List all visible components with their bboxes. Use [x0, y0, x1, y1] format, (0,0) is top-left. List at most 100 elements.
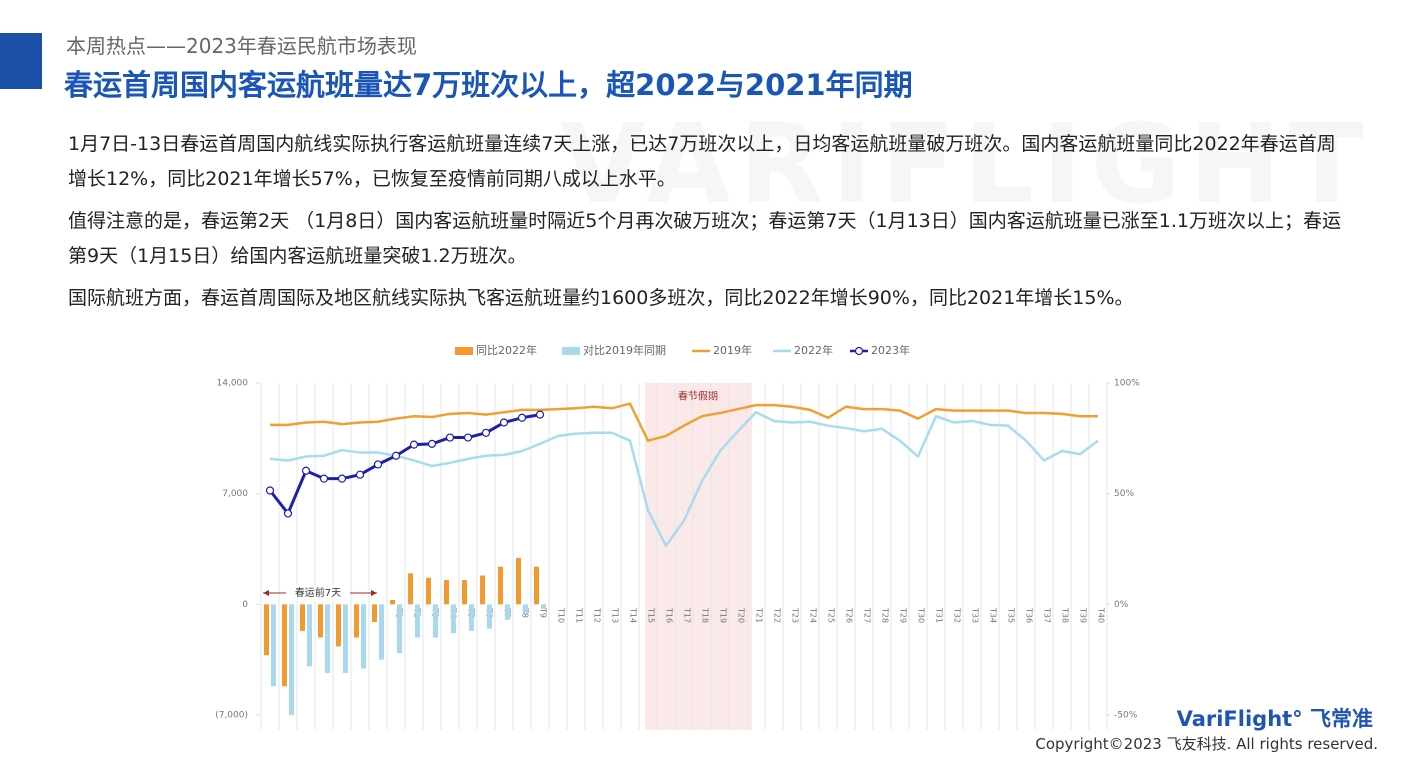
line [268, 413, 541, 515]
x-tick-label: T16 [665, 607, 674, 623]
bar [433, 604, 438, 638]
x-tick-label: T33 [971, 607, 980, 623]
x-tick-label: T15 [647, 607, 656, 623]
x-tick-label: T38 [1061, 607, 1070, 623]
x-tick-label: T21 [755, 607, 764, 623]
x-tick-label: T35 [1007, 607, 1016, 623]
holiday-shade [645, 383, 752, 730]
paragraph: 国际航班方面，春运首周国际及地区航线实际执飞客运航班量约1600多班次，同比20… [68, 287, 1134, 309]
x-tick-label: T10 [557, 607, 566, 623]
bar [480, 575, 485, 605]
y2-tick-label: 50% [1114, 489, 1134, 499]
accent-bar [0, 33, 42, 89]
marker [265, 486, 275, 495]
y-tick-label: 14,000 [217, 379, 249, 389]
line [270, 402, 1098, 442]
bar [444, 579, 449, 605]
slide-title: 春运首周国内客运航班量达7万班次以上，超2022与2021年同期 [64, 68, 913, 102]
x-tick-label: T29 [899, 607, 908, 623]
bar [487, 604, 492, 629]
bar [300, 604, 305, 631]
x-tick-label: T30 [917, 607, 926, 623]
bar [282, 604, 287, 687]
marker [427, 439, 437, 448]
annotation: 春运前7天 [295, 586, 341, 599]
bar [523, 604, 528, 614]
x-tick-label: T9 [539, 607, 548, 618]
logo-en: VariFlight° [1176, 707, 1303, 731]
x-tick-label: T22 [773, 607, 782, 623]
marker [499, 418, 509, 427]
bar [397, 604, 402, 654]
marker [355, 470, 365, 479]
x-tick-label: T17 [683, 607, 692, 623]
marker [535, 410, 545, 419]
legend-label: 2022年 [794, 343, 833, 357]
bar [372, 604, 377, 623]
x-tick-label: T26 [845, 607, 854, 623]
bar [325, 604, 330, 673]
bar [426, 577, 431, 605]
bar [264, 604, 269, 656]
annotation: 春节假期 [678, 390, 718, 403]
bar [354, 604, 359, 638]
marker [373, 460, 383, 469]
marker [391, 451, 401, 460]
bar [415, 604, 420, 638]
x-tick-label: T12 [593, 607, 602, 623]
marker [481, 428, 491, 437]
x-tick-label: T27 [863, 607, 872, 623]
x-tick-label: T19 [719, 607, 728, 623]
logo: VariFlight° 飞常准 [1177, 703, 1373, 733]
bar [505, 604, 510, 620]
y2-tick-label: 100% [1114, 379, 1140, 389]
x-tick-label: T23 [791, 607, 800, 623]
bar [318, 604, 323, 638]
marker [517, 413, 527, 422]
legend-label: 2019年 [713, 343, 752, 357]
x-tick-label: T13 [611, 607, 620, 623]
x-tick-label: T14 [629, 607, 638, 623]
x-tick-label: T28 [881, 607, 890, 623]
x-tick-label: T24 [809, 607, 818, 623]
bar [379, 604, 384, 660]
x-tick-label: T36 [1025, 607, 1034, 623]
x-tick-label: T34 [989, 607, 998, 623]
marker [319, 474, 329, 483]
y-tick-label: (7,000) [215, 711, 248, 721]
line [269, 410, 1099, 548]
legend-label: 对比2019年同期 [583, 343, 666, 357]
copyright: Copyright©2023 飞友科技. All rights reserved… [1035, 735, 1378, 753]
legend-label: 同比2022年 [476, 343, 537, 357]
bar [271, 604, 276, 687]
annotation-bg [286, 585, 350, 601]
bar [336, 604, 341, 647]
bar [541, 604, 546, 609]
logo-cn: 飞常准 [1310, 707, 1373, 731]
x-tick-label: T40 [1097, 607, 1106, 623]
marker [409, 440, 419, 449]
legend-swatch [455, 347, 473, 355]
bar [343, 604, 348, 673]
y-tick-label: 7,000 [222, 489, 248, 499]
paragraph: 值得注意的是，春运第2天 （1月8日）国内客运航班量时隔近5个月再次破万班次；春… [68, 210, 1341, 267]
y2-tick-label: 0% [1114, 600, 1129, 610]
x-tick-label: T39 [1079, 607, 1088, 623]
legend-label: 2023年 [871, 343, 910, 357]
marker [337, 474, 347, 483]
bar [498, 566, 503, 605]
x-tick-label: T11 [575, 607, 584, 623]
x-tick-label: T25 [827, 607, 836, 623]
paragraph: 1月7日-13日春运首周国内航线实际执行客运航班量连续7天上涨，已达7万班次以上… [68, 133, 1336, 190]
bar [516, 557, 521, 605]
bar [289, 604, 294, 715]
bar [462, 579, 467, 605]
kicker: 本周热点——2023年春运民航市场表现 [66, 34, 417, 58]
y2-tick-label: -50% [1114, 711, 1138, 721]
marker [283, 509, 293, 518]
x-tick-label: T37 [1043, 607, 1052, 623]
bar [390, 599, 395, 605]
bar [534, 566, 539, 605]
